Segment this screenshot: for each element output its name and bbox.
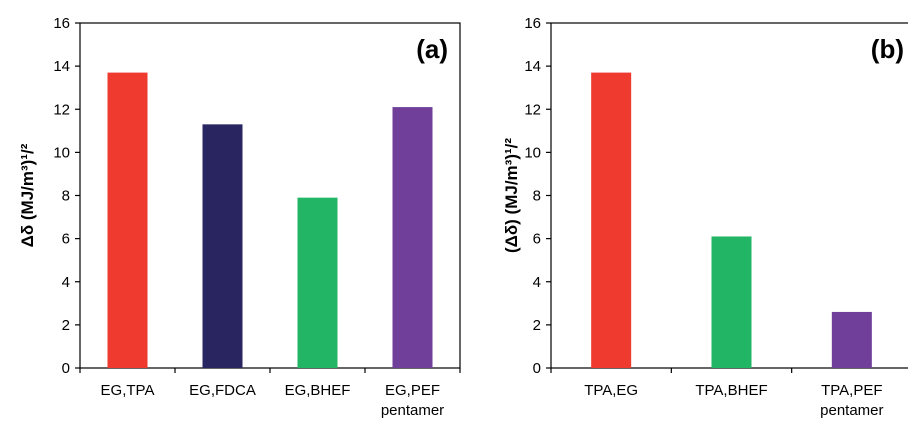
y-tick-label: 8 [62,188,70,205]
y-axis-label: (Δδ) (MJ/m³)¹/² [502,138,521,253]
y-tick-label: 6 [62,231,70,248]
x-category-label: EG,PEF [385,382,440,399]
y-tick-label: 16 [53,15,70,32]
chart-panel-b: 0 2 4 6 8 10 12 14 16 TPA,EG TPA,BHEF TPA,PEF pentam… [502,15,908,419]
y-tick-label: 12 [53,101,70,118]
y-tick-label: 2 [62,317,70,334]
bar [392,107,433,368]
bar [107,72,148,368]
bar [297,197,338,368]
y-tick-label: 4 [62,274,70,291]
x-category-label: TPA,PEF [821,382,882,399]
panel-label: (a) [416,34,448,64]
y-tick-label: 14 [53,58,70,75]
x-category-label: TPA,BHEF [695,382,767,399]
x-category-label: pentamer [820,402,883,419]
bar [202,124,243,368]
bar [591,72,632,368]
x-category-label: EG,BHEF [285,382,351,399]
y-tick-label: 10 [53,144,70,161]
y-tick-label: 2 [533,317,541,334]
y-tick-label: 0 [62,360,70,377]
x-category-label: TPA,EG [584,382,638,399]
y-tick-label: 12 [524,101,541,118]
y-tick-label: 0 [533,360,541,377]
chart-panel-a: 0 2 4 6 8 10 12 14 16 EG,TPA EG,FDCA EG,BHEF EG,PEF p… [18,15,461,419]
bar [831,311,872,368]
y-tick-label: 6 [533,231,541,248]
y-tick-label: 14 [524,58,541,75]
x-category-label: EG,TPA [101,382,155,399]
y-tick-label: 10 [524,144,541,161]
y-tick-label: 8 [533,188,541,205]
x-category-label: pentamer [381,402,444,419]
bar [711,236,752,368]
panel-label: (b) [871,34,904,64]
y-tick-label: 4 [533,274,541,291]
y-axis-label: Δδ (MJ/m³)¹/² [18,143,37,247]
x-category-label: EG,FDCA [189,382,256,399]
y-tick-label: 16 [524,15,541,32]
